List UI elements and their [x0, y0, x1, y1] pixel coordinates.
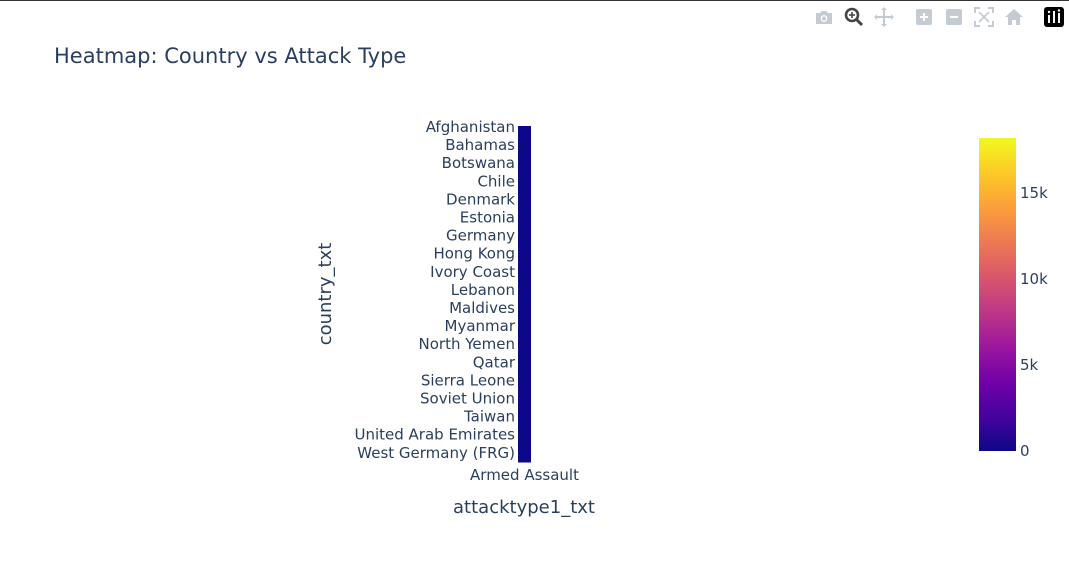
zoom-icon[interactable]: [843, 7, 865, 27]
zoom-in-icon[interactable]: [913, 7, 935, 27]
y-tick-label: Denmark: [446, 190, 515, 208]
modebar: [805, 6, 1065, 28]
y-tick-label: West Germany (FRG): [357, 444, 515, 462]
y-tick-label: Maldives: [449, 299, 515, 317]
y-tick-label: Afghanistan: [426, 118, 515, 136]
y-tick-label: Chile: [477, 172, 515, 190]
camera-icon[interactable]: [813, 7, 835, 27]
y-tick-label: Hong Kong: [433, 245, 515, 263]
y-tick-label: Lebanon: [451, 281, 515, 299]
y-tick-label: North Yemen: [419, 335, 515, 353]
heatmap-cell: [518, 373, 531, 392]
y-axis-ticks: AfghanistanBahamasBotswanaChileDenmarkEs…: [354, 118, 515, 462]
heatmap-cell: [518, 302, 531, 322]
heatmap-cell: [518, 232, 531, 251]
colorbar: [979, 138, 1016, 451]
heatmap-cell: [518, 161, 531, 180]
heatmap-cell: [518, 444, 531, 463]
y-tick-label: Germany: [446, 227, 515, 245]
y-tick-label: Soviet Union: [420, 390, 515, 408]
heatmap-cell: [518, 214, 531, 233]
y-tick-label: United Arab Emirates: [354, 426, 515, 444]
top-border: [0, 0, 1069, 1]
heatmap-cell: [518, 249, 531, 268]
heatmap-cell: [518, 355, 531, 375]
y-tick-label: Ivory Coast: [430, 263, 515, 281]
autoscale-icon[interactable]: [973, 7, 995, 27]
x-axis-title: attacktype1_txt: [453, 497, 595, 518]
plotly-logo-icon[interactable]: [1043, 7, 1065, 27]
y-tick-label: Sierra Leone: [421, 371, 515, 389]
heatmap-cell: [518, 196, 531, 215]
heatmap-cell: [518, 426, 531, 445]
heatmap-cell: [518, 320, 531, 339]
y-axis-title: country_txt: [315, 243, 336, 346]
pan-icon[interactable]: [873, 7, 895, 27]
y-tick-label: Bahamas: [445, 136, 515, 154]
zoom-out-icon[interactable]: [943, 7, 965, 27]
x-tick-label: Armed Assault: [470, 466, 579, 484]
heatmap-cell: [518, 126, 531, 145]
colorbar-ticks: 0 5k 10k 15k: [1020, 184, 1048, 460]
heatmap-cell: [518, 391, 531, 410]
colorbar-tick-label: 15k: [1020, 184, 1048, 202]
x-axis-ticks: Armed Assault: [470, 466, 579, 484]
y-tick-label: Qatar: [473, 353, 516, 371]
y-tick-label: Estonia: [460, 209, 515, 227]
heatmap-cell: [518, 267, 531, 286]
colorbar-tick-label: 10k: [1020, 270, 1048, 288]
y-tick-label: Taiwan: [463, 408, 515, 426]
colorbar-tick-label: 5k: [1020, 356, 1039, 374]
heatmap-cell: [518, 338, 531, 357]
reset-axes-icon[interactable]: [1003, 7, 1025, 27]
colorbar-tick-label: 0: [1020, 442, 1030, 460]
chart-title: Heatmap: Country vs Attack Type: [54, 44, 406, 68]
heatmap-cell: [518, 179, 531, 198]
y-tick-label: Botswana: [442, 154, 515, 172]
heatmap-cell: [518, 285, 531, 304]
y-tick-label: Myanmar: [445, 317, 516, 335]
heatmap-cell: [518, 143, 531, 162]
heatmap-cells: [518, 126, 531, 463]
heatmap-cell: [518, 408, 531, 428]
